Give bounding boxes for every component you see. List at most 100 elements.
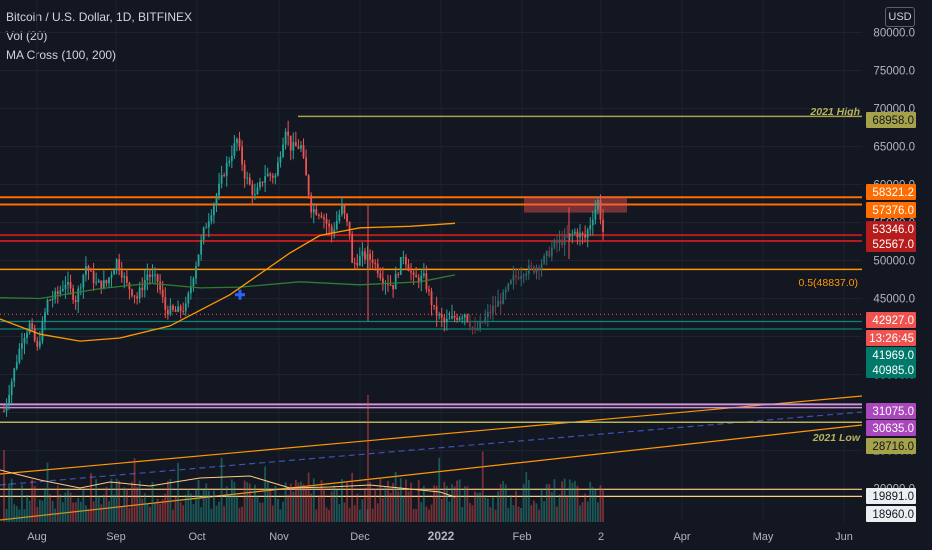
volume-bar xyxy=(297,482,300,522)
candle-body xyxy=(120,270,123,278)
volume-bar xyxy=(520,507,523,522)
candle-body xyxy=(479,321,482,330)
volume-bar xyxy=(489,507,492,522)
candle-body xyxy=(213,205,215,216)
candle-body xyxy=(289,135,292,151)
candle-body xyxy=(192,278,195,287)
volume-bar xyxy=(417,480,420,522)
volume-bar xyxy=(589,481,592,522)
candle-body xyxy=(46,300,49,313)
volume-bar xyxy=(187,489,190,522)
candle-body xyxy=(422,273,425,276)
volume-bar xyxy=(448,501,451,522)
candle-body xyxy=(469,321,471,327)
candle-body xyxy=(320,215,323,218)
candle-body xyxy=(266,173,269,177)
candle-body xyxy=(238,138,241,147)
candle-body xyxy=(335,220,338,230)
price-tag-label: 18960.0 xyxy=(872,509,914,521)
candle-body xyxy=(486,312,489,318)
candle-body xyxy=(517,276,520,279)
currency-button[interactable]: USD xyxy=(885,7,915,27)
volume-bar xyxy=(399,478,402,522)
candle-body xyxy=(189,286,192,294)
volume-bar xyxy=(67,488,69,522)
volume-bar xyxy=(54,508,57,522)
candle-body xyxy=(259,181,261,188)
candle-body xyxy=(448,318,451,320)
candle-body xyxy=(597,199,599,210)
price-tag-badge xyxy=(866,488,916,504)
candle-body xyxy=(458,317,461,320)
volume-bar xyxy=(425,506,428,522)
volume-bar xyxy=(338,503,341,522)
candle-body xyxy=(550,247,553,257)
candle-body xyxy=(307,175,310,196)
volume-bar xyxy=(282,501,284,522)
candle-body xyxy=(494,306,497,308)
volume-bar xyxy=(177,462,179,522)
candle-body xyxy=(251,184,254,195)
candle-body xyxy=(420,275,423,283)
candle-body xyxy=(82,274,85,288)
volume-bar xyxy=(228,494,231,522)
volume-bar xyxy=(591,487,594,522)
candle-body xyxy=(36,340,39,347)
price-tag-label: 41969.0 xyxy=(872,350,914,362)
price-tag-label: 30635.0 xyxy=(872,423,914,435)
price-tag-badge xyxy=(866,236,916,252)
candle-body xyxy=(26,332,28,339)
volume-bar xyxy=(486,498,489,522)
candle-body xyxy=(79,287,82,289)
volume-bar xyxy=(497,491,499,522)
volume-bar xyxy=(310,493,313,522)
volume-bar xyxy=(394,471,397,522)
volume-bar xyxy=(571,482,574,522)
candle-body xyxy=(476,329,479,331)
volume-bar xyxy=(271,505,274,522)
volume-bar xyxy=(243,480,246,522)
volume-bar xyxy=(343,502,346,522)
volume-bar xyxy=(236,496,238,522)
volume-series xyxy=(3,450,604,522)
volume-bar xyxy=(136,486,139,522)
volume-bar xyxy=(307,472,310,522)
volume-bar xyxy=(517,506,520,522)
price-tag-badge xyxy=(866,312,916,328)
candle-body xyxy=(261,181,264,183)
price-tag-badge xyxy=(866,221,916,237)
volume-bar xyxy=(302,484,305,522)
candle-body xyxy=(110,274,113,278)
volume-bar xyxy=(277,498,279,522)
candle-body xyxy=(230,155,233,162)
candle-body xyxy=(3,410,5,412)
volume-bar xyxy=(3,450,5,522)
volume-bar xyxy=(264,466,267,522)
candle-body xyxy=(143,280,146,290)
volume-bar xyxy=(133,458,136,522)
volume-bar xyxy=(266,481,269,522)
volume-bar xyxy=(92,501,95,522)
candle-body xyxy=(323,217,325,220)
candle-body xyxy=(49,300,51,302)
symbol-title[interactable]: Bitcoin / U.S. Dollar, 1D, BITFINEX xyxy=(6,10,193,24)
candle-body xyxy=(292,142,295,151)
candle-body xyxy=(87,266,90,271)
candle-body xyxy=(44,312,46,322)
volume-bar xyxy=(315,509,318,522)
volume-bar xyxy=(269,490,272,522)
candle-body xyxy=(376,263,379,274)
volume-bar xyxy=(233,481,236,522)
candle-body xyxy=(453,315,456,318)
candle-body xyxy=(64,284,67,289)
volume-bar xyxy=(471,505,474,522)
ma-cross-indicator-label[interactable]: MA Cross (100, 200) xyxy=(6,48,117,62)
volume-bar xyxy=(274,485,277,522)
candle-body xyxy=(584,234,587,238)
candle-body xyxy=(410,271,412,273)
volume-bar xyxy=(261,502,264,522)
volume-bar xyxy=(371,508,374,522)
volume-bar xyxy=(248,483,251,522)
volume-bar xyxy=(23,509,26,522)
